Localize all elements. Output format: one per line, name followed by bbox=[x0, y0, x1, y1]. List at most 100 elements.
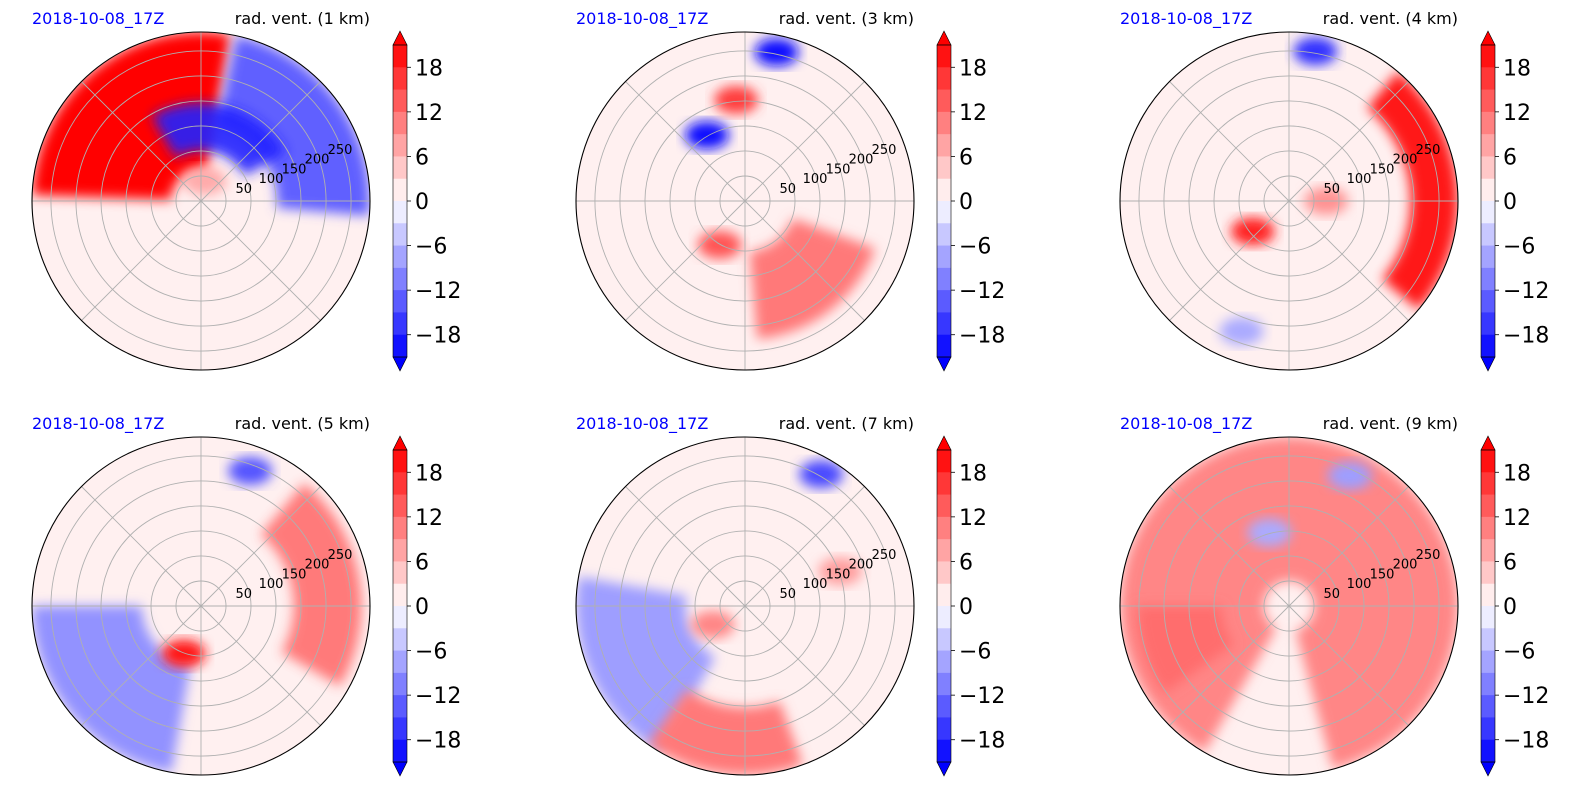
panel-title: rad. vent. (7 km) bbox=[779, 414, 914, 433]
field-layer bbox=[32, 457, 362, 773]
colorbar-bin bbox=[937, 583, 951, 607]
colorbar-bin bbox=[393, 223, 407, 247]
timestamp-label: 2018-10-08_17Z bbox=[32, 9, 164, 29]
field-layer bbox=[1219, 37, 1458, 346]
polar-rim bbox=[1119, 31, 1459, 371]
positive-wind-region bbox=[32, 32, 231, 200]
colorbar-bin bbox=[393, 561, 407, 585]
colorbar-bin bbox=[393, 312, 407, 336]
azimuth-line bbox=[1288, 486, 1409, 607]
colorbar-tick-label: 6 bbox=[415, 145, 429, 170]
radial-tick-label: 200 bbox=[305, 558, 330, 573]
radial-tick-label: 250 bbox=[872, 548, 897, 563]
colorbar-bin bbox=[1481, 312, 1495, 336]
radial-tick-label: 100 bbox=[259, 577, 284, 592]
colorbar-bin bbox=[1481, 717, 1495, 741]
colorbar-extend-max bbox=[1480, 435, 1496, 451]
negative-wind-region bbox=[32, 606, 191, 773]
radial-tick-label: 50 bbox=[1324, 587, 1341, 602]
colorbar-bin bbox=[393, 178, 407, 202]
radial-tick-label: 250 bbox=[1416, 143, 1441, 158]
colorbar-bin bbox=[393, 450, 407, 473]
positive-wind-region bbox=[697, 230, 742, 259]
colorbar: 18 12 6 0 −6 −12 −18 bbox=[936, 435, 1005, 777]
panel-title: rad. vent. (3 km) bbox=[779, 9, 914, 28]
negative-wind-region bbox=[754, 38, 799, 67]
colorbar-bin bbox=[393, 111, 407, 135]
colorbar-bin bbox=[1481, 494, 1495, 518]
radial-tick-label: 50 bbox=[236, 587, 253, 602]
radial-tick-label: 250 bbox=[328, 548, 353, 563]
azimuth-line bbox=[81, 605, 202, 726]
colorbar-tick-label: 12 bbox=[1503, 101, 1531, 126]
azimuth-line bbox=[1288, 200, 1409, 321]
radial-tick-label: 200 bbox=[849, 153, 874, 168]
radial-tick-label: 50 bbox=[236, 182, 253, 197]
azimuth-line bbox=[1288, 605, 1409, 726]
colorbar-bin bbox=[1481, 472, 1495, 496]
colorbar-tick-label: 18 bbox=[415, 56, 443, 81]
colorbar-bin bbox=[937, 290, 951, 313]
colorbar-tick-label: −18 bbox=[1503, 324, 1549, 349]
radial-tick-label: 150 bbox=[826, 567, 851, 582]
colorbar-bin bbox=[1481, 450, 1495, 473]
colorbar-tick-label: −18 bbox=[415, 324, 461, 349]
colorbar-bin bbox=[1481, 67, 1495, 91]
radial-tick-label: 200 bbox=[849, 558, 874, 573]
colorbar-bin bbox=[1481, 267, 1495, 291]
radial-tick-label: 100 bbox=[803, 172, 828, 187]
colorbar-bin bbox=[937, 672, 951, 696]
colorbar-bin bbox=[937, 45, 951, 68]
polar-rim bbox=[575, 436, 915, 776]
colorbar-bin bbox=[937, 494, 951, 518]
colorbar-bin bbox=[937, 134, 951, 157]
radial-tick-label: 50 bbox=[1324, 182, 1341, 197]
negative-wind-region bbox=[1247, 518, 1292, 547]
colorbar-bin bbox=[1481, 672, 1495, 696]
colorbar-tick-label: −12 bbox=[415, 684, 461, 709]
azimuth-line bbox=[625, 200, 746, 321]
colorbar-bin bbox=[1481, 290, 1495, 313]
colorbar-tick-label: −6 bbox=[415, 640, 447, 665]
radial-tick-label: 200 bbox=[305, 153, 330, 168]
colorbar-bin bbox=[393, 695, 407, 718]
colorbar-tick-label: −6 bbox=[1503, 640, 1535, 665]
azimuth-line bbox=[1169, 605, 1290, 726]
colorbar-tick-label: −18 bbox=[415, 729, 461, 754]
colorbar-bin bbox=[1481, 223, 1495, 247]
positive-wind-region bbox=[260, 483, 362, 687]
polar-rim bbox=[31, 31, 371, 371]
radial-tick-label: 50 bbox=[780, 182, 797, 197]
colorbar-bin bbox=[1481, 516, 1495, 540]
positive-wind-region bbox=[648, 689, 803, 775]
radial-tick-label: 150 bbox=[282, 162, 307, 177]
azimuth-line bbox=[200, 605, 321, 726]
colorbar-bin bbox=[393, 67, 407, 91]
timestamp-label: 2018-10-08_17Z bbox=[576, 9, 708, 29]
negative-wind-region bbox=[151, 102, 286, 176]
azimuth-line bbox=[200, 486, 321, 607]
colorbar-bin bbox=[1481, 245, 1495, 269]
colorbar-bin bbox=[1481, 739, 1495, 763]
colorbar-tick-label: 6 bbox=[959, 145, 973, 170]
colorbar-bin bbox=[393, 89, 407, 113]
colorbar-bin bbox=[937, 450, 951, 473]
colorbar-bin bbox=[937, 67, 951, 91]
colorbar-bin bbox=[1481, 134, 1495, 157]
colorbar-bin bbox=[393, 606, 407, 629]
radial-tick-label: 100 bbox=[803, 577, 828, 592]
colorbar-bin bbox=[1481, 111, 1495, 135]
colorbar-extend-max bbox=[392, 435, 408, 451]
colorbar-bin bbox=[937, 245, 951, 269]
colorbar-extend-min bbox=[1480, 761, 1496, 777]
colorbar-bin bbox=[393, 334, 407, 358]
colorbar-bin bbox=[1481, 628, 1495, 652]
radial-tick-label: 100 bbox=[1347, 172, 1372, 187]
colorbar-extend-max bbox=[392, 30, 408, 46]
colorbar-bin bbox=[393, 245, 407, 269]
